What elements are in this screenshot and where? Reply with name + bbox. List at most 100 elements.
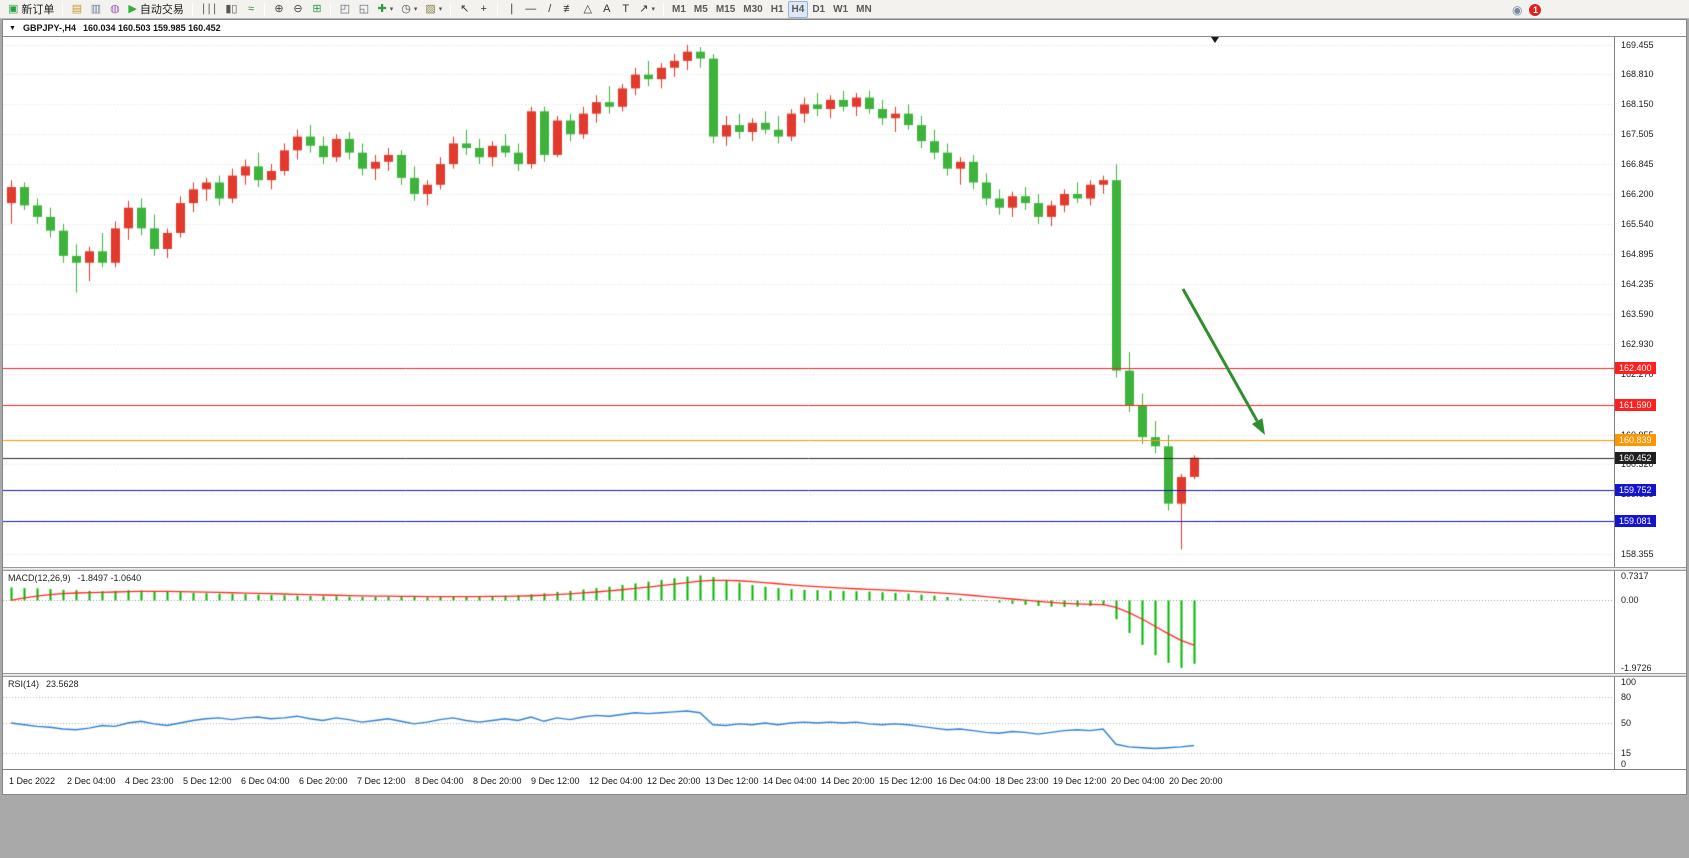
- time-axis: 1 Dec 2022 2 Dec 04:00 4 Dec 23:00 5 Dec 12…: [3, 769, 1686, 794]
- time-axis-label: 9 Dec 12:00: [531, 776, 580, 786]
- timeframe-mn[interactable]: MN: [852, 1, 876, 18]
- price-axis-label: 166.845: [1621, 159, 1654, 170]
- new-order-button[interactable]: ▣ 新订单: [4, 1, 58, 18]
- timeframe-m5[interactable]: M5: [690, 1, 712, 18]
- macd-canvas[interactable]: [3, 571, 1614, 673]
- tile-windows-icon[interactable]: ⊞: [307, 1, 326, 18]
- shapes-icon[interactable]: △: [578, 1, 597, 18]
- text-icon-glyph: A: [603, 2, 611, 15]
- crosshair-icon[interactable]: +: [474, 1, 493, 18]
- timeframe-h4-label: H4: [791, 3, 805, 15]
- toolbar-separator: [191, 2, 193, 16]
- price-axis-label: 168.810: [1621, 69, 1654, 80]
- rsi-header: RSI(14) 23.5628: [8, 679, 79, 689]
- ohlc-bars-chart-icon[interactable]: ∣∣∣: [197, 1, 222, 18]
- alerts-icon[interactable]: ◍: [105, 1, 124, 18]
- text-label-icon[interactable]: T: [616, 1, 635, 18]
- periods-button-glyph: ◷: [401, 2, 411, 15]
- time-axis-label: 18 Dec 23:00: [995, 776, 1049, 786]
- price-line-badge: 161.590: [1615, 399, 1656, 412]
- rsi-axis-label: 50: [1621, 718, 1632, 728]
- macd-axis-label: 0.00: [1621, 595, 1639, 606]
- time-axis-label: 5 Dec 12:00: [183, 776, 232, 786]
- text-icon[interactable]: A: [597, 1, 616, 18]
- price-axis-label: 169.455: [1621, 39, 1654, 50]
- panel-splitter[interactable]: [3, 567, 1686, 571]
- price-axis-label: 168.150: [1621, 99, 1654, 110]
- price-axis-label: 160.320: [1621, 458, 1654, 469]
- arrows-button-caret-icon: ▾: [651, 6, 655, 13]
- tile-windows-icon-glyph: ⊞: [312, 2, 322, 15]
- new-order-button-glyph: ▣: [8, 2, 19, 15]
- notification-badge[interactable]: 1: [1528, 2, 1543, 17]
- horizontal-line-icon[interactable]: ―: [521, 1, 540, 18]
- timeframe-d1[interactable]: D1: [808, 1, 829, 18]
- toolbar-separator: [450, 2, 452, 16]
- profiles-icon[interactable]: ▥: [86, 1, 105, 18]
- time-axis-label: 14 Dec 20:00: [821, 776, 875, 786]
- line-chart-icon[interactable]: ≈: [241, 1, 260, 18]
- templates-button[interactable]: ▨ ▾: [421, 1, 446, 18]
- time-axis-label: 14 Dec 04:00: [763, 776, 817, 786]
- price-line-badge: 159.081: [1615, 514, 1656, 527]
- community-icon[interactable]: ◉: [1512, 2, 1523, 17]
- time-axis-label: 2 Dec 04:00: [67, 776, 116, 786]
- shapes-icon-glyph: △: [583, 2, 592, 15]
- zoom-in-icon[interactable]: ⊕: [269, 1, 288, 18]
- timeframe-h1-label: H1: [770, 3, 784, 15]
- trendline-icon[interactable]: /: [540, 1, 559, 18]
- symbol-dropdown-icon[interactable]: ▼: [9, 24, 16, 32]
- line-chart-icon-glyph: ≈: [247, 2, 254, 15]
- rsi-values: 23.5628: [46, 679, 79, 689]
- arrange-windows-icon[interactable]: ◱: [354, 1, 373, 18]
- chart-window-icon[interactable]: ▤: [67, 1, 86, 18]
- price-axis-label: 167.505: [1621, 129, 1654, 140]
- timeframe-m30[interactable]: M30: [739, 1, 766, 18]
- cursor-icon-glyph: ↖: [460, 2, 470, 15]
- horizontal-line-icon-glyph: ―: [525, 2, 537, 15]
- timeframe-h1[interactable]: H1: [767, 1, 788, 18]
- cascade-windows-icon[interactable]: ◰: [335, 1, 354, 18]
- candlestick-chart-icon[interactable]: ▮▯: [221, 1, 241, 18]
- text-label-icon-glyph: T: [622, 2, 630, 15]
- indicators-button[interactable]: ✚ ▾: [373, 1, 397, 18]
- periods-button-caret-icon: ▾: [413, 6, 418, 13]
- alerts-icon-glyph: ◍: [110, 2, 120, 15]
- periods-button[interactable]: ◷ ▾: [397, 1, 421, 18]
- arrows-button-glyph: ↗: [639, 2, 649, 15]
- chart-shift-marker[interactable]: [1211, 37, 1219, 43]
- macd-axis-label: 0.7317: [1621, 571, 1649, 581]
- time-axis-label: 6 Dec 04:00: [241, 776, 290, 786]
- time-axis-label: 19 Dec 12:00: [1053, 776, 1107, 786]
- cursor-icon[interactable]: ↖: [455, 1, 474, 18]
- rsi-canvas[interactable]: [3, 677, 1614, 769]
- zoom-out-icon[interactable]: ⊖: [288, 1, 307, 18]
- panel-splitter[interactable]: [3, 673, 1686, 677]
- price-axis-label: 162.930: [1621, 338, 1654, 349]
- macd-panel: MACD(12,26,9) -1.8497 -1.0640 0.7317 0.00…: [3, 571, 1686, 673]
- rsi-panel: RSI(14) 23.5628 100 80 50 15 0: [3, 677, 1686, 769]
- price-chart-canvas[interactable]: [3, 37, 1614, 567]
- timeframe-h4[interactable]: H4: [787, 0, 809, 18]
- arrows-button[interactable]: ↗ ▾: [635, 1, 659, 18]
- vertical-line-icon[interactable]: ∣: [502, 1, 521, 18]
- price-axis-label: 164.895: [1621, 248, 1654, 259]
- timeframe-w1[interactable]: W1: [829, 1, 852, 18]
- trend-arrow-annotation[interactable]: [3, 37, 1614, 567]
- arrange-windows-icon-glyph: ◱: [358, 2, 370, 15]
- time-axis-label: 7 Dec 12:00: [357, 776, 406, 786]
- price-axis: 169.455 168.810 168.150 167.505 166.845 166.2…: [1614, 37, 1686, 567]
- toolbar-separator: [62, 2, 64, 16]
- timeframe-m15[interactable]: M15: [712, 1, 739, 18]
- price-axis-label: 164.235: [1621, 279, 1654, 290]
- price-line-badge: 160.452: [1615, 451, 1656, 464]
- ohlc-values: 160.034 160.503 159.985 160.452: [82, 23, 221, 33]
- fibonacci-icon[interactable]: ≢: [559, 1, 578, 18]
- ohlc-bars-chart-icon-glyph: ∣∣∣: [200, 2, 218, 15]
- autotrading-button[interactable]: ▶ 自动交易: [124, 1, 187, 18]
- price-panel: 169.455 168.810 168.150 167.505 166.845 166.2…: [3, 37, 1686, 567]
- autotrading-button-glyph: ▶: [128, 2, 137, 15]
- timeframe-m1[interactable]: M1: [668, 1, 690, 18]
- templates-button-caret-icon: ▾: [438, 6, 443, 13]
- indicators-button-caret-icon: ▾: [389, 6, 394, 13]
